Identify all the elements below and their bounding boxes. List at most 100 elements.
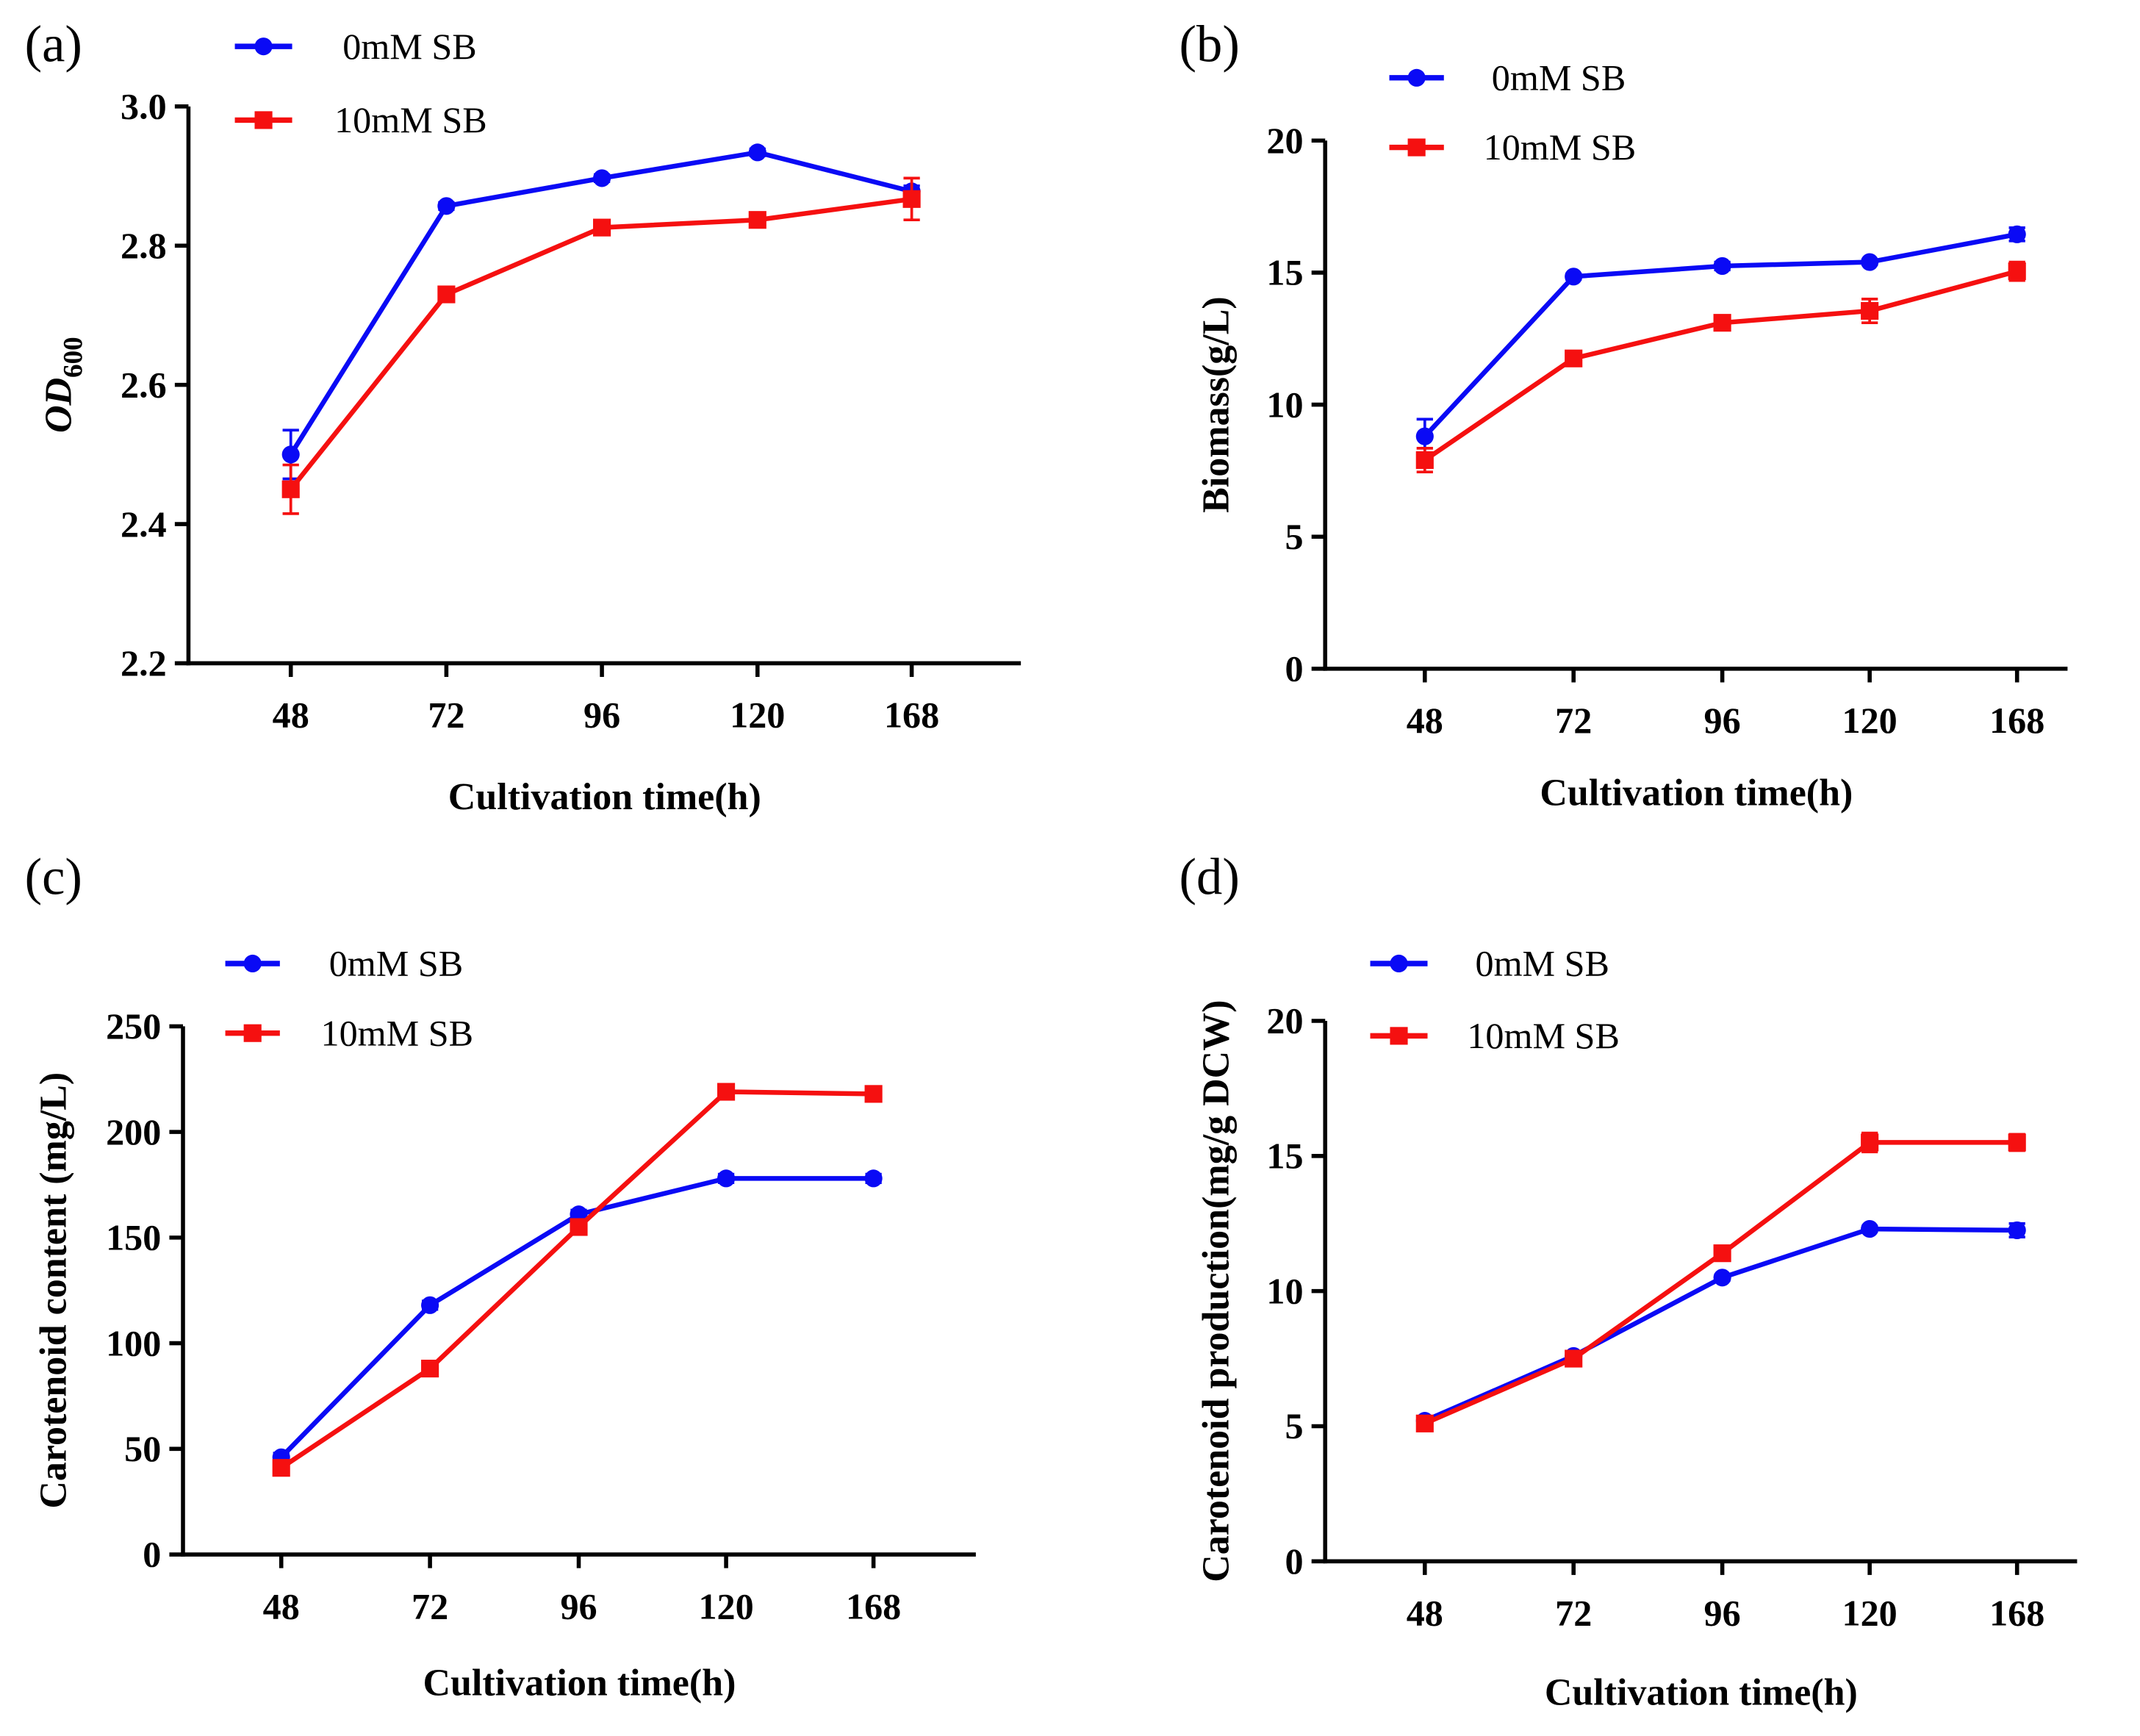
data-point — [1415, 451, 1434, 470]
data-point — [593, 218, 611, 237]
legend-label: 10mM SB — [1467, 1015, 1620, 1056]
legend-marker — [243, 954, 262, 973]
legend-item: 0mM SB — [225, 943, 463, 984]
data-point — [421, 1360, 439, 1378]
chart-panel-d: (d) 0 5 10 15 20 48 72 96 120 168 Cultivation time(… — [1179, 848, 2078, 1713]
y-tick-label: 100 — [106, 1322, 161, 1363]
x-axis-title: Cultivation time(h) — [448, 776, 761, 818]
legend-item: 10mM SB — [234, 99, 487, 140]
data-point — [864, 1085, 883, 1103]
x-tick-label: 168 — [1989, 1593, 2044, 1634]
legend-item: 10mM SB — [1370, 1015, 1620, 1056]
series-10mm-sb — [272, 1083, 883, 1477]
legend-item: 0mM SB — [1370, 943, 1609, 984]
y-tick-label: 150 — [106, 1217, 161, 1258]
data-point — [2008, 1221, 2026, 1239]
y-tick-label: 200 — [106, 1111, 161, 1152]
series-line — [1423, 268, 2018, 462]
x-tick-label: 120 — [698, 1585, 753, 1626]
data-point — [570, 1218, 588, 1236]
data-point — [748, 211, 766, 229]
data-point — [281, 445, 300, 464]
data-point — [864, 1169, 883, 1188]
data-point — [281, 480, 300, 498]
data-point — [2008, 262, 2026, 281]
legend-marker — [1407, 138, 1426, 157]
y-axis-title-main: OD — [38, 378, 80, 433]
y-axis-title-sub: 600 — [59, 337, 89, 378]
data-point — [437, 197, 456, 215]
panel-label: (d) — [1179, 848, 1240, 905]
data-point — [1861, 301, 1879, 320]
x-tick-label: 96 — [584, 695, 620, 736]
series-0mm-sb — [1415, 225, 2026, 455]
data-point — [1713, 314, 1731, 332]
series-line — [289, 196, 913, 491]
x-tick-label: 96 — [1704, 700, 1741, 741]
legend-marker — [254, 37, 273, 56]
y-axis-title: Carotenoid content (mg/L) — [32, 1072, 74, 1509]
y-axis-title: Biomass(g/L) — [1195, 296, 1237, 513]
x-tick-label: 120 — [1842, 700, 1897, 741]
data-point — [748, 143, 766, 162]
data-point — [1415, 1414, 1434, 1432]
x-tick-label: 96 — [1704, 1593, 1741, 1634]
x-tick-label: 120 — [730, 695, 785, 736]
x-tick-label: 48 — [273, 695, 309, 736]
y-tick-label: 250 — [106, 1005, 161, 1047]
series-10mm-sb — [1415, 260, 2026, 474]
y-tick-label: 2.4 — [121, 503, 167, 545]
x-tick-label: 72 — [1555, 1593, 1592, 1634]
y-tick-label: 0 — [1285, 648, 1303, 689]
chart-panel-c: (c) 0 50 100 150 200 250 48 72 96 120 168 Cultivatio… — [25, 848, 976, 1704]
panel-label: (a) — [25, 16, 82, 73]
y-axis-title-main: Biomass(g/L) — [1195, 296, 1237, 513]
legend-item: 0mM SB — [1389, 57, 1626, 98]
legend-label: 0mM SB — [1492, 57, 1626, 98]
x-tick-label: 120 — [1842, 1593, 1897, 1634]
y-tick-label: 20 — [1266, 120, 1303, 161]
data-point — [1861, 1220, 1879, 1238]
x-tick-label: 48 — [1407, 1593, 1443, 1634]
series-0mm-sb — [272, 1169, 883, 1466]
data-point — [1415, 427, 1434, 445]
legend-marker — [254, 111, 273, 129]
legend-item: 10mM SB — [225, 1012, 474, 1053]
legend-label: 10mM SB — [334, 99, 487, 140]
data-point — [1565, 268, 1583, 286]
chart-panel-a: (a) 2.2 2.4 2.6 2.8 3.0 48 72 96 120 168 Cultivatio… — [25, 16, 1021, 818]
y-tick-label: 5 — [1285, 1405, 1303, 1446]
x-tick-label: 48 — [1407, 700, 1443, 741]
x-axis-title: Cultivation time(h) — [1545, 1671, 1858, 1713]
y-axis-title: OD600 — [38, 337, 89, 433]
legend-item: 10mM SB — [1389, 126, 1636, 168]
legend-item: 0mM SB — [234, 26, 477, 67]
series-line — [288, 150, 913, 456]
y-tick-label: 2.6 — [121, 364, 167, 405]
legend-marker — [243, 1024, 262, 1042]
data-point — [1861, 253, 1879, 271]
y-axis-title-main: Carotenoid production(mg/g DCW) — [1195, 1000, 1237, 1582]
series-line — [279, 1089, 874, 1470]
x-tick-label: 72 — [428, 695, 464, 736]
y-tick-label: 15 — [1266, 252, 1303, 293]
y-axis-title: Carotenoid production(mg/g DCW) — [1195, 1000, 1237, 1582]
y-axis-title-main: Carotenoid content (mg/L) — [32, 1072, 74, 1509]
y-tick-label: 10 — [1266, 1270, 1303, 1311]
y-tick-label: 3.0 — [121, 86, 167, 127]
x-tick-label: 168 — [846, 1585, 901, 1626]
legend-label: 0mM SB — [342, 26, 476, 67]
legend-label: 10mM SB — [321, 1012, 474, 1053]
x-tick-label: 168 — [1989, 700, 2044, 741]
chart-panel-b: (b) 0 5 10 15 20 48 72 96 120 168 Cultivation time(… — [1179, 16, 2068, 814]
series-10mm-sb — [1415, 1131, 2026, 1432]
data-point — [1713, 257, 1731, 276]
legend-label: 0mM SB — [1476, 943, 1609, 984]
y-tick-label: 2.2 — [121, 642, 167, 684]
legend-marker — [1407, 68, 1426, 87]
x-tick-label: 72 — [412, 1585, 448, 1626]
y-tick-label: 2.8 — [121, 225, 167, 266]
y-tick-label: 0 — [143, 1534, 161, 1575]
x-axis-title: Cultivation time(h) — [423, 1662, 736, 1704]
